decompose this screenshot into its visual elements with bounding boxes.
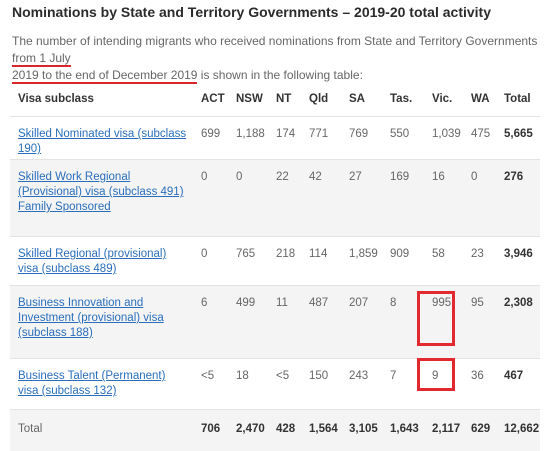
header-row: Visa subclass ACT NSW NT Qld SA Tas. Vic. WA Tota… <box>10 82 540 117</box>
cell: 499 <box>230 285 270 359</box>
cell: 1,039 <box>426 116 465 160</box>
row-total: 2,308 <box>498 285 540 359</box>
column-header: NSW <box>236 93 263 105</box>
column-header: Qld <box>309 93 329 105</box>
table-row: Skilled Regional (provisional) visa (sub… <box>10 236 540 286</box>
cell: 995 <box>426 285 465 359</box>
cell: 1,188 <box>230 116 270 160</box>
cell: 218 <box>270 236 303 286</box>
total-cell: 3,105 <box>343 409 384 451</box>
table: Visa subclass ACT NSW NT Qld SA Tas. Vic. WA Tota… <box>10 82 540 451</box>
highlight-box <box>417 358 455 391</box>
visa-link[interactable]: Skilled Nominated visa (subclass 190) <box>10 116 195 160</box>
table-row: Skilled Work Regional (Provisional) visa… <box>10 159 540 237</box>
column-header: Total <box>504 93 531 105</box>
visa-link[interactable]: Skilled Work Regional (Provisional) visa… <box>10 159 195 237</box>
cell: 27 <box>343 159 384 237</box>
cell: 95 <box>465 285 498 359</box>
column-header: Vic. <box>432 93 453 105</box>
column-header: SA <box>349 93 365 105</box>
total-label: Total <box>10 409 195 451</box>
cell: <5 <box>195 358 230 410</box>
column-header: Visa subclass <box>18 93 94 105</box>
cell: 765 <box>230 236 270 286</box>
cell: 58 <box>426 236 465 286</box>
total-cell: 1,643 <box>384 409 426 451</box>
cell: 0 <box>465 159 498 237</box>
row-total: 276 <box>498 159 540 237</box>
cell: 550 <box>384 116 426 160</box>
intro-text: is shown in the following table: <box>197 68 363 82</box>
total-cell: 2,117 <box>426 409 465 451</box>
row-total: 3,946 <box>498 236 540 286</box>
total-row: Total 706 2,470 428 1,564 3,105 1,643 2,117 629 1… <box>10 409 540 451</box>
cell: 771 <box>303 116 343 160</box>
table-row: Business Talent (Permanent) visa (subcla… <box>10 358 540 410</box>
total-cell: 629 <box>465 409 498 451</box>
intro-highlight: 2019 to the end of December 2019 <box>12 68 198 84</box>
total-cell: 2,470 <box>230 409 270 451</box>
cell: 0 <box>195 236 230 286</box>
cell: 475 <box>465 116 498 160</box>
cell: 1,859 <box>343 236 384 286</box>
cell: 11 <box>270 285 303 359</box>
cell: 23 <box>465 236 498 286</box>
intro-highlight: from 1 July <box>12 51 71 67</box>
cell: 169 <box>384 159 426 237</box>
cell: 36 <box>465 358 498 410</box>
table-row: Business Innovation and Investment (prov… <box>10 285 540 359</box>
cell: 174 <box>270 116 303 160</box>
total-cell: 1,564 <box>303 409 343 451</box>
column-header: WA <box>471 93 490 105</box>
cell: 207 <box>343 285 384 359</box>
cell: 42 <box>303 159 343 237</box>
row-total: 467 <box>498 358 540 410</box>
intro: The number of intending migrants who rec… <box>12 33 547 84</box>
column-header: ACT <box>201 93 225 105</box>
cell: 114 <box>303 236 343 286</box>
cell: <5 <box>270 358 303 410</box>
total-cell: 706 <box>195 409 230 451</box>
total-cell: 12,662 <box>498 409 540 451</box>
visa-link[interactable]: Business Innovation and Investment (prov… <box>10 285 195 359</box>
cell: 6 <box>195 285 230 359</box>
intro-text: The number of intending migrants who rec… <box>12 34 538 48</box>
visa-link[interactable]: Business Talent (Permanent) visa (subcla… <box>10 358 195 410</box>
cell: 909 <box>384 236 426 286</box>
row-total: 5,665 <box>498 116 540 160</box>
cell: 243 <box>343 358 384 410</box>
heading: Nominations by State and Territory Gover… <box>12 4 491 20</box>
cell: 22 <box>270 159 303 237</box>
table-row: Skilled Nominated visa (subclass 190) 699… <box>10 116 540 160</box>
cell: 0 <box>195 159 230 237</box>
total-cell: 428 <box>270 409 303 451</box>
cell: 16 <box>426 159 465 237</box>
highlight-box <box>417 291 455 346</box>
visa-link[interactable]: Skilled Regional (provisional) visa (sub… <box>10 236 195 286</box>
cell: 699 <box>195 116 230 160</box>
column-header: Tas. <box>390 93 413 105</box>
cell: 769 <box>343 116 384 160</box>
cell: 150 <box>303 358 343 410</box>
cell: 18 <box>230 358 270 410</box>
cell: 487 <box>303 285 343 359</box>
cell: 0 <box>230 159 270 237</box>
column-header: NT <box>276 93 292 105</box>
